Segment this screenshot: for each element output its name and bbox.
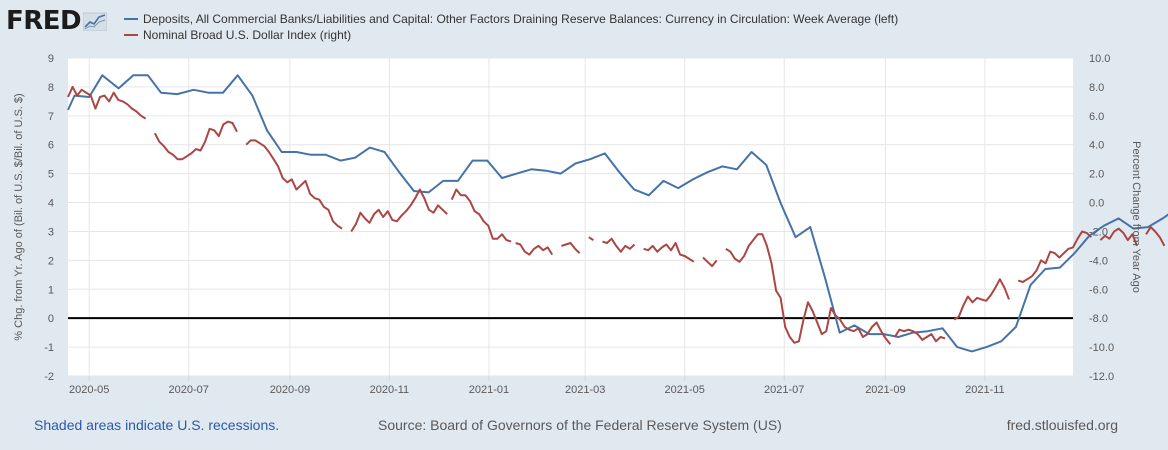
y-right-tick-label: -6.0: [1089, 284, 1108, 296]
fred-logo[interactable]: FRED: [6, 6, 108, 36]
y-right-tick-label: 6.0: [1089, 111, 1104, 123]
y-right-tick-label: 4.0: [1089, 140, 1104, 152]
y-right-tick-label: 10.0: [1089, 53, 1110, 65]
legend-label-currency: Deposits, All Commercial Banks/Liabiliti…: [143, 12, 899, 26]
series-line-dollar-index: [725, 233, 892, 345]
x-tick-label: 2020-09: [270, 384, 310, 396]
y-left-tick-label: 0: [48, 313, 54, 325]
series-line-dollar-index: [588, 236, 594, 241]
series-line-dollar-index: [893, 328, 946, 343]
series-line-dollar-index: [602, 237, 636, 253]
plot-area: [68, 58, 1073, 376]
legend-label-dollar-index: Nominal Broad U.S. Dollar Index (right): [143, 28, 352, 42]
y-right-tick-label: 0.0: [1089, 198, 1104, 210]
x-tick-label: 2021-09: [865, 384, 905, 396]
y-right-tick-label: 8.0: [1089, 82, 1104, 94]
y-left-tick-label: 7: [48, 111, 54, 123]
series-line-dollar-index: [350, 188, 448, 233]
series-line-currency: [67, 74, 1168, 353]
recession-note-link[interactable]: Shaded areas indicate U.S. recessions.: [34, 417, 280, 433]
series-dollar-index: [67, 85, 1166, 345]
gridlines: [68, 57, 1073, 377]
x-tick-label: 2020-11: [370, 384, 410, 396]
y-left-tick-label: 5: [48, 169, 54, 181]
y-left-tick-label: 9: [48, 53, 54, 65]
source-text: Source: Board of Governors of the Federa…: [378, 417, 782, 433]
series-line-dollar-index: [1099, 227, 1138, 247]
x-tick-label: 2020-07: [169, 384, 209, 396]
y-left-tick-label: 1: [48, 284, 54, 296]
x-tick-label: 2021-03: [565, 384, 605, 396]
y-left-tick-label: -2: [44, 371, 54, 383]
y-left-tick-label: -1: [44, 342, 54, 354]
y-axis-right-title: Percent Change from Year Ago: [1130, 141, 1142, 293]
y-right-tick-label: -10.0: [1089, 342, 1114, 354]
series-line-dollar-index: [67, 85, 147, 120]
series-line-dollar-index: [515, 242, 554, 256]
y-right-tick-label: -12.0: [1089, 371, 1114, 383]
x-tick-label: 2021-01: [469, 384, 509, 396]
series-line-dollar-index: [1145, 226, 1166, 247]
y-left-tick-label: 8: [48, 82, 54, 94]
y-axis-left-ticks: 9 8 7 6 5 4 3 2 1 0 -1 -2: [44, 53, 54, 383]
y-left-tick-label: 6: [48, 140, 54, 152]
series-line-dollar-index: [561, 242, 581, 254]
series-line-dollar-index: [702, 256, 718, 268]
series-line-dollar-index: [245, 139, 343, 230]
fred-sparkline-logo-icon: [83, 12, 108, 31]
series-line-dollar-index: [953, 278, 1010, 321]
y-left-tick-label: 3: [48, 226, 54, 238]
x-axis-ticks: 2020-05 2020-07 2020-09 2020-11 2021-01 2021-…: [69, 376, 1005, 396]
legend-item-currency[interactable]: Deposits, All Commercial Banks/Liabiliti…: [124, 11, 898, 27]
y-right-tick-label: -4.0: [1089, 255, 1108, 267]
series-line-dollar-index: [1017, 230, 1092, 283]
x-tick-label: 2021-05: [665, 384, 705, 396]
legend-swatch-dollar-index: [124, 34, 138, 36]
y-right-tick-label: 2.0: [1089, 169, 1104, 181]
series-line-dollar-index: [450, 188, 512, 243]
legend-item-dollar-index[interactable]: Nominal Broad U.S. Dollar Index (right): [124, 27, 898, 43]
legend: Deposits, All Commercial Banks/Liabiliti…: [124, 11, 898, 43]
legend-swatch-currency: [124, 18, 138, 20]
y-axis-left-title: % Chg. from Yr. Ago of (Bil. of U.S. $/B…: [13, 93, 25, 340]
x-tick-label: 2021-11: [965, 384, 1005, 396]
fred-logo-text: FRED: [6, 6, 82, 36]
series-line-dollar-index: [153, 120, 238, 161]
x-tick-label: 2021-07: [764, 384, 804, 396]
y-left-tick-label: 4: [48, 198, 54, 210]
series-currency-in-circulation: [67, 74, 1168, 353]
series-line-dollar-index: [643, 242, 695, 263]
site-url-link[interactable]: fred.stlouisfed.org: [1006, 417, 1118, 433]
y-right-tick-label: -2.0: [1089, 226, 1108, 238]
y-left-tick-label: 2: [48, 255, 54, 267]
y-axis-right-ticks: 10.0 8.0 6.0 4.0 2.0 0.0 -2.0 -4.0 -6.0 -8.0 -10.0…: [1089, 53, 1114, 383]
y-right-tick-label: -8.0: [1089, 313, 1108, 325]
x-tick-label: 2020-05: [69, 384, 109, 396]
